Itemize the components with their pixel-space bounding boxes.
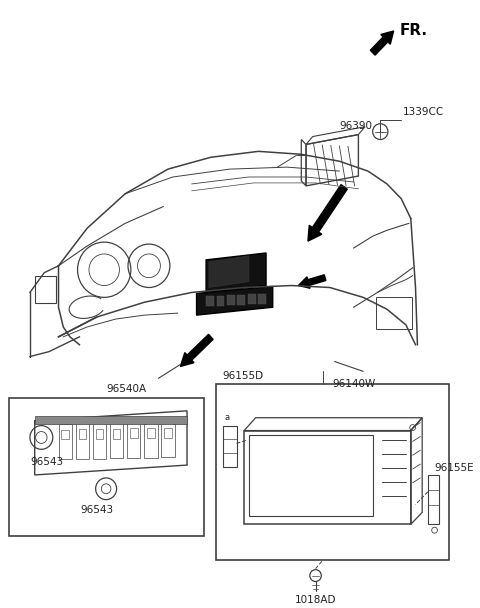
- Bar: [258, 294, 266, 304]
- Bar: [59, 424, 72, 459]
- Polygon shape: [206, 253, 266, 292]
- Polygon shape: [196, 286, 273, 315]
- Text: 1018AD: 1018AD: [295, 595, 336, 606]
- Bar: [164, 428, 172, 438]
- Bar: [249, 435, 372, 516]
- Bar: [223, 426, 237, 467]
- Text: 96540A: 96540A: [106, 384, 146, 394]
- Bar: [227, 295, 235, 305]
- Text: FR.: FR.: [399, 23, 427, 38]
- Text: 96390: 96390: [340, 121, 372, 131]
- Bar: [161, 422, 175, 457]
- Bar: [206, 296, 214, 306]
- Bar: [428, 475, 439, 524]
- Bar: [216, 384, 449, 560]
- Bar: [238, 295, 245, 305]
- FancyArrow shape: [308, 185, 347, 241]
- Bar: [113, 429, 120, 438]
- Bar: [127, 423, 140, 458]
- Bar: [35, 275, 56, 303]
- Bar: [375, 297, 412, 329]
- Text: 96140W: 96140W: [333, 379, 376, 389]
- Text: 96543: 96543: [80, 505, 113, 514]
- Bar: [79, 429, 86, 439]
- Text: 1339CC: 1339CC: [403, 107, 444, 117]
- Bar: [147, 428, 155, 438]
- FancyArrow shape: [180, 334, 213, 367]
- Bar: [144, 422, 157, 458]
- Text: a: a: [224, 413, 229, 422]
- Bar: [35, 416, 187, 424]
- Bar: [96, 429, 103, 439]
- Text: 96155E: 96155E: [434, 463, 474, 473]
- Polygon shape: [209, 256, 249, 288]
- Bar: [61, 430, 69, 440]
- Bar: [9, 398, 204, 536]
- Bar: [76, 423, 89, 459]
- Bar: [216, 296, 224, 306]
- Text: 96155D: 96155D: [222, 371, 264, 381]
- Text: 96543: 96543: [30, 457, 63, 467]
- FancyArrow shape: [299, 275, 326, 288]
- Bar: [248, 294, 255, 304]
- Bar: [110, 423, 123, 458]
- Bar: [93, 423, 106, 458]
- FancyArrow shape: [371, 31, 394, 55]
- Bar: [130, 429, 138, 438]
